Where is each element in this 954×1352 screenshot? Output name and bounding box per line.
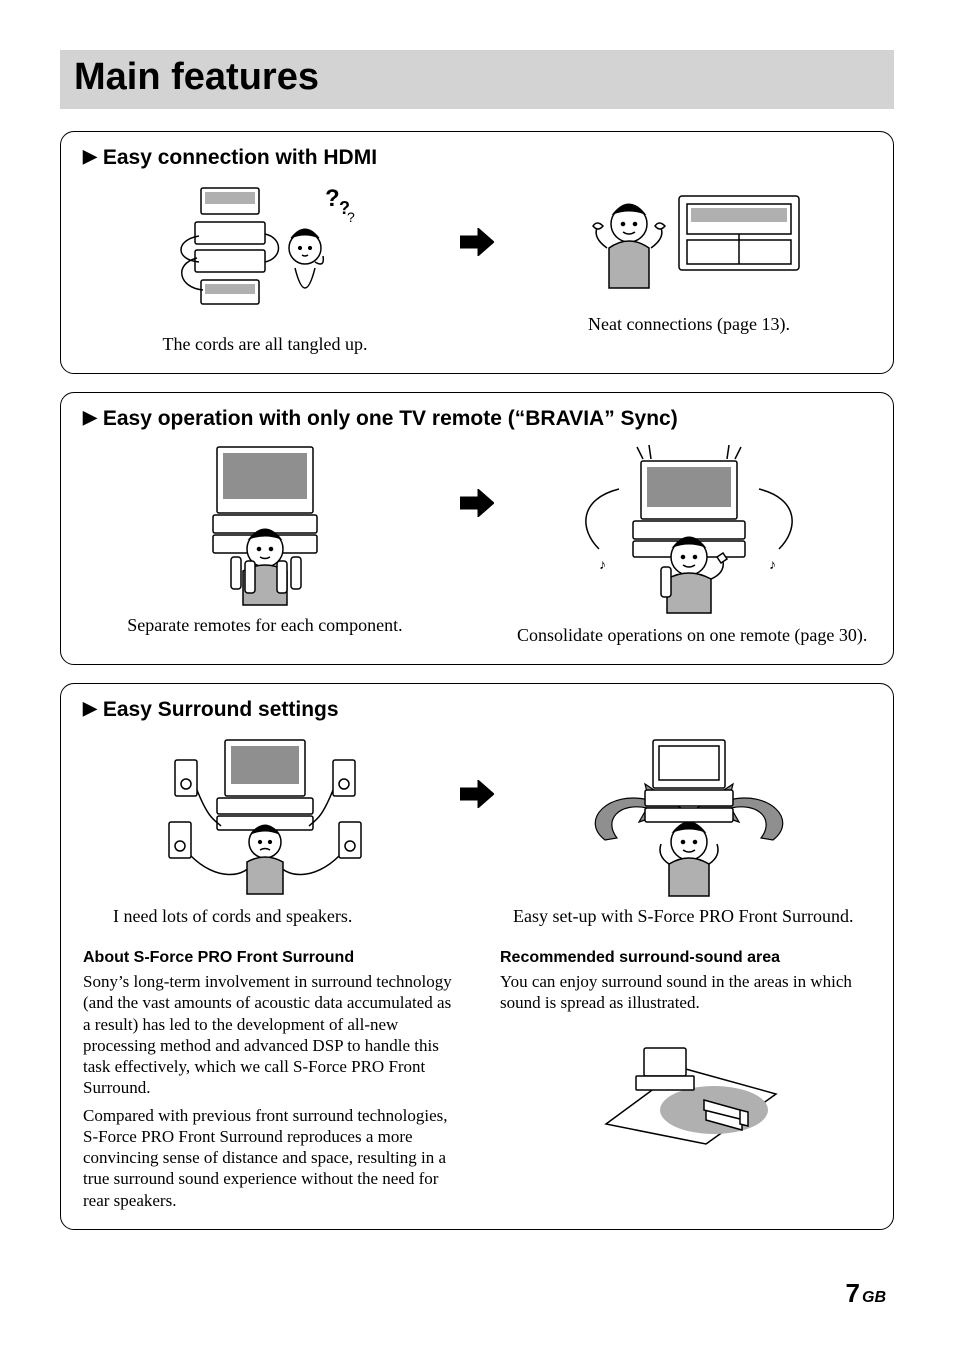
svg-text:♪: ♪ — [599, 558, 606, 573]
before-illustration: I need lots of cords and speakers. — [83, 730, 447, 927]
page-footer: 7GB — [60, 1248, 894, 1309]
feature-bravia-sync: ▶ Easy operation with only one TV remote … — [60, 392, 894, 665]
about-sforce-column: About S-Force PRO Front Surround Sony’s … — [83, 931, 454, 1211]
body-paragraph: You can enjoy surround sound in the area… — [500, 971, 871, 1014]
feature-heading: ▶ Easy connection with HDMI — [83, 146, 871, 170]
one-remote-icon: ♪ ♪ — [559, 439, 819, 619]
page-locale: GB — [862, 1289, 886, 1306]
triangle-icon: ▶ — [83, 146, 97, 167]
manual-page: Main features ▶ Easy connection with HDMI — [0, 0, 954, 1349]
body-paragraph: Compared with previous front surround te… — [83, 1105, 454, 1211]
tangled-cords-icon: ? ? ? — [165, 178, 365, 328]
svg-text:?: ? — [325, 185, 340, 212]
room-area-icon — [586, 1028, 786, 1148]
many-speakers-icon — [145, 730, 385, 900]
caption-left: Separate remotes for each component. — [83, 615, 447, 636]
arrow-icon — [447, 439, 507, 517]
arrow-icon — [447, 178, 507, 256]
svg-text:♪: ♪ — [769, 558, 776, 573]
neat-connection-icon — [569, 178, 809, 308]
feature-hdmi: ▶ Easy connection with HDMI — [60, 131, 894, 374]
feature-surround: ▶ Easy Surround settings — [60, 683, 894, 1230]
after-illustration: Neat connections (page 13). — [507, 178, 871, 335]
title-banner: Main features — [60, 50, 894, 109]
caption-right: Neat connections (page 13). — [507, 314, 871, 335]
caption-left: I need lots of cords and speakers. — [83, 906, 447, 927]
recommended-area-column: Recommended surround-sound area You can … — [500, 931, 871, 1211]
feature-heading-text: Easy connection with HDMI — [103, 146, 377, 169]
svg-text:?: ? — [347, 209, 355, 225]
subheading: About S-Force PRO Front Surround — [83, 949, 454, 967]
feature-heading-text: Easy operation with only one TV remote (… — [103, 407, 678, 430]
caption-right: Easy set-up with S-Force PRO Front Surro… — [507, 906, 871, 927]
before-illustration: ? ? ? The cords are all tangled up. — [83, 178, 447, 355]
subheading: Recommended surround-sound area — [500, 949, 871, 967]
feature-heading: ▶ Easy Surround settings — [83, 698, 871, 722]
after-illustration: ♪ ♪ — [507, 439, 871, 646]
feature-heading: ▶ Easy operation with only one TV remote … — [83, 407, 871, 431]
many-remotes-icon — [165, 439, 365, 609]
page-number: 7 — [846, 1278, 860, 1308]
triangle-icon: ▶ — [83, 698, 97, 719]
page-title: Main features — [74, 56, 880, 99]
feature-heading-text: Easy Surround settings — [103, 698, 339, 721]
before-illustration: Separate remotes for each component. — [83, 439, 447, 636]
arrow-icon — [447, 730, 507, 808]
triangle-icon: ▶ — [83, 407, 97, 428]
caption-left: The cords are all tangled up. — [83, 334, 447, 355]
caption-right: Consolidate operations on one remote (pa… — [507, 625, 871, 646]
after-illustration: Easy set-up with S-Force PRO Front Surro… — [507, 730, 871, 927]
body-paragraph: Sony’s long-term involvement in surround… — [83, 971, 454, 1099]
sforce-surround-icon — [569, 730, 809, 900]
